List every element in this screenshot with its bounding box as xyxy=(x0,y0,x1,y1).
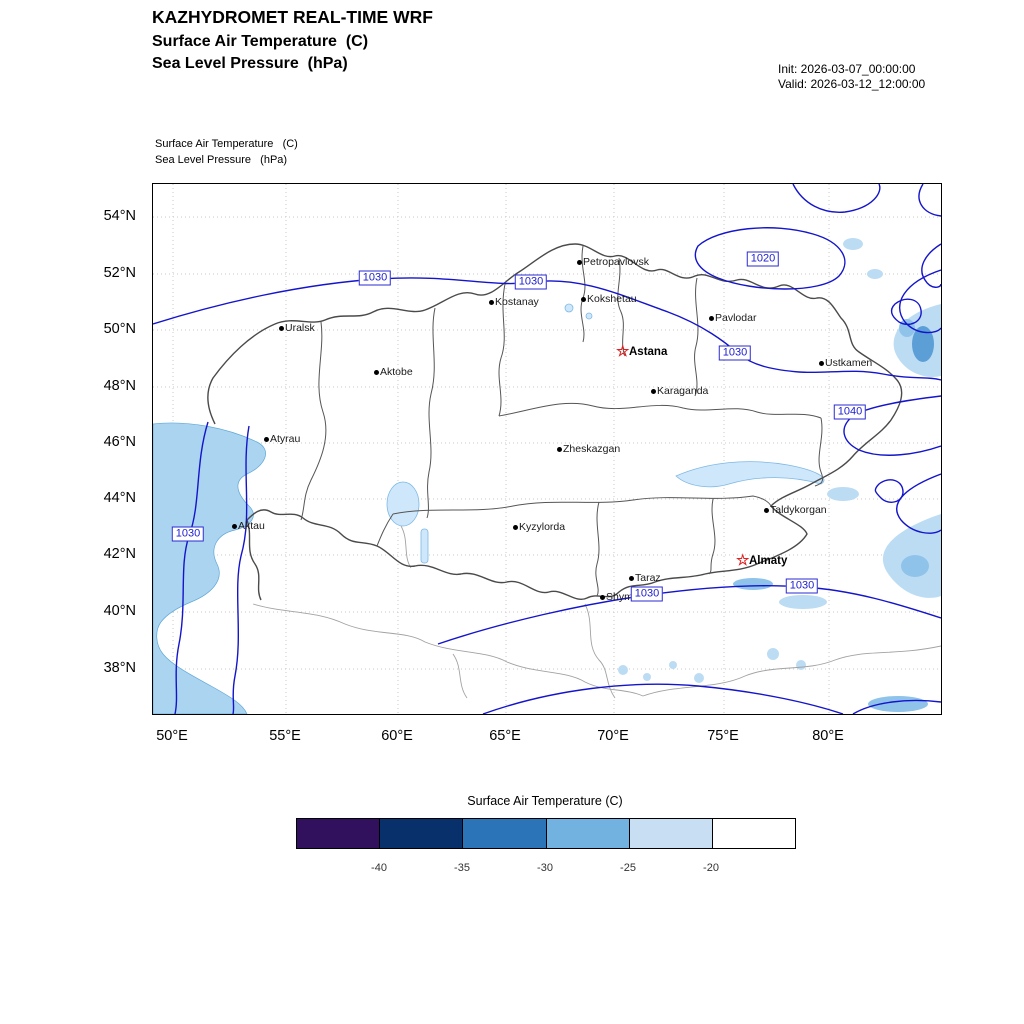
pressure-contours xyxy=(153,184,941,714)
map-frame: Petropavlovsk Kostanay Kokshetau Pavlodar Ur… xyxy=(152,183,942,715)
model-times-block: Init: 2026-03-07_00:00:00 Valid: 2026-03… xyxy=(778,62,925,92)
city-dot xyxy=(576,259,582,265)
lake-tengiz xyxy=(564,303,574,313)
colorbar-cell xyxy=(463,819,547,848)
city-label: Taldykorgan xyxy=(770,504,827,516)
longitude-axis: 50°E 55°E 60°E 65°E 70°E 75°E 80°E xyxy=(152,714,940,754)
colorbar-cell xyxy=(629,819,713,848)
city-dot xyxy=(708,315,714,321)
colorbar-cell xyxy=(380,819,464,848)
longitude-tick-label: 55°E xyxy=(269,728,301,744)
colorbar-tick-label: -20 xyxy=(703,862,719,874)
city-dot xyxy=(231,523,237,529)
title-pressure-line: Sea Level Pressure (hPa) xyxy=(152,55,348,72)
latitude-tick-label: 40°N xyxy=(103,603,136,619)
city-dot xyxy=(650,388,656,394)
foreign-borders xyxy=(252,525,941,699)
city-label: Atyrau xyxy=(270,433,301,445)
plot-subtitle-temperature: Surface Air Temperature (C) xyxy=(155,138,298,150)
plot-subtitle-block: Surface Air Temperature (C) Sea Level Pr… xyxy=(155,136,298,168)
city-label: Aktau xyxy=(238,520,265,532)
pressure-contour-label: 1030 xyxy=(718,345,752,361)
latitude-axis: 54°N 52°N 50°N 48°N 46°N 44°N 42°N 40°N 38°N xyxy=(60,183,136,713)
pressure-contour-label: 1030 xyxy=(171,526,205,542)
longitude-tick-label: 80°E xyxy=(812,728,844,744)
city-label: Astana xyxy=(629,346,668,358)
city-label: Kyzylorda xyxy=(519,521,566,533)
page-title: KAZHYDROMET REAL-TIME WRF xyxy=(152,7,433,27)
small-lake xyxy=(585,312,593,320)
pressure-contour-label: 1020 xyxy=(746,251,780,267)
colorbar-cell xyxy=(712,819,796,848)
valid-time-label: Valid: 2026-03-12_12:00:00 xyxy=(778,77,926,91)
city-dot xyxy=(512,524,518,530)
city-dot xyxy=(278,325,284,331)
water-bodies xyxy=(153,303,825,714)
graticule-lines xyxy=(153,184,941,714)
city-dot xyxy=(763,507,769,513)
pressure-contour-label: 1040 xyxy=(833,404,867,420)
colorbar-tick-label: -30 xyxy=(537,862,553,874)
latitude-tick-label: 46°N xyxy=(103,434,136,450)
pressure-contour-label: 1030 xyxy=(630,586,664,602)
init-time-label: Init: 2026-03-07_00:00:00 xyxy=(778,62,916,76)
city-label: Uralsk xyxy=(285,322,315,334)
city-label: Karaganda xyxy=(657,385,709,397)
longitude-tick-label: 60°E xyxy=(381,728,413,744)
colorbar-tick-labels: -40 -35 -30 -25 -20 xyxy=(296,862,794,878)
city-label: Aktobe xyxy=(380,366,413,378)
map-canvas xyxy=(153,184,941,714)
caspian-sea xyxy=(153,422,266,714)
colorbar xyxy=(296,818,796,849)
latitude-tick-label: 54°N xyxy=(103,208,136,224)
colorbar-tick-label: -25 xyxy=(620,862,636,874)
city-label: Taraz xyxy=(635,572,661,584)
city-label: Pavlodar xyxy=(715,312,757,324)
city-label: Kostanay xyxy=(495,296,539,308)
colorbar-cell xyxy=(546,819,630,848)
lake-balkhash xyxy=(675,461,825,488)
map-annotation-layer: Petropavlovsk Kostanay Kokshetau Pavlodar Ur… xyxy=(153,184,941,714)
city-dot xyxy=(628,575,634,581)
longitude-tick-label: 65°E xyxy=(489,728,521,744)
city-dot xyxy=(599,594,605,600)
city-label: Kokshetau xyxy=(587,293,637,305)
capital-star-icon: ☆ xyxy=(736,552,750,569)
pressure-contour-label: 1030 xyxy=(785,578,819,594)
kazakhstan-borders xyxy=(207,243,903,601)
city-dot xyxy=(556,446,562,452)
aral-sea-east-lobe xyxy=(420,528,429,564)
colorbar-tick-label: -35 xyxy=(454,862,470,874)
pressure-contour-label: 1030 xyxy=(358,270,392,286)
colorbar-title: Surface Air Temperature (C) xyxy=(467,794,623,808)
city-label: Ustkamen xyxy=(825,357,873,369)
latitude-tick-label: 42°N xyxy=(103,546,136,562)
latitude-tick-label: 52°N xyxy=(103,265,136,281)
latitude-tick-label: 48°N xyxy=(103,378,136,394)
longitude-tick-label: 70°E xyxy=(597,728,629,744)
aral-sea xyxy=(386,481,420,527)
capital-star-icon: ☆ xyxy=(616,343,630,360)
city-dot xyxy=(580,296,586,302)
longitude-tick-label: 50°E xyxy=(156,728,188,744)
city-label: Almaty xyxy=(749,555,788,567)
colorbar-cell xyxy=(297,819,381,848)
plot-subtitle-pressure: Sea Level Pressure (hPa) xyxy=(155,154,288,166)
city-dot xyxy=(263,436,269,442)
city-dot xyxy=(488,299,494,305)
latitude-tick-label: 38°N xyxy=(103,660,136,676)
colorbar-tick-label: -40 xyxy=(371,862,387,874)
longitude-tick-label: 75°E xyxy=(707,728,739,744)
title-variable-line: Surface Air Temperature (C) xyxy=(152,33,369,50)
pressure-contour-label: 1030 xyxy=(514,274,548,290)
city-dot xyxy=(818,360,824,366)
latitude-tick-label: 50°N xyxy=(103,321,136,337)
city-dot xyxy=(373,369,379,375)
city-label: Zheskazgan xyxy=(563,443,621,455)
kazakhstan-outline xyxy=(207,243,903,600)
latitude-tick-label: 44°N xyxy=(103,490,136,506)
header-title-block: KAZHYDROMET REAL-TIME WRF Surface Air Te… xyxy=(152,7,433,77)
city-label: Petropavlovsk xyxy=(583,256,649,268)
